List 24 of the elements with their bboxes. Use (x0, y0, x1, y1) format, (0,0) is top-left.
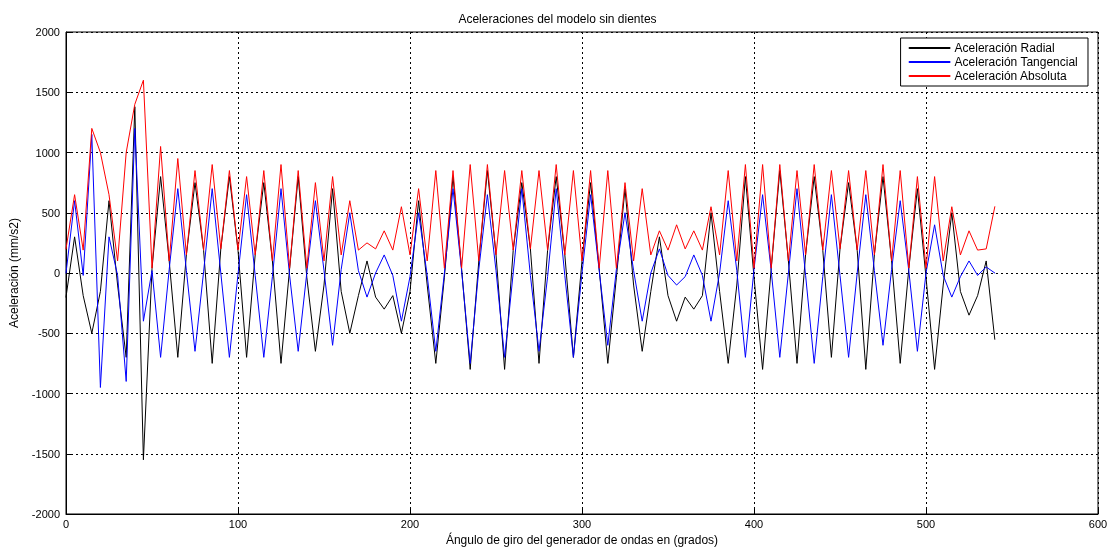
chart-title: Aceleraciones del modelo sin dientes (458, 12, 657, 26)
y-tick-label: -1000 (31, 387, 60, 400)
y-tick-label: 1000 (35, 146, 60, 159)
x-tick-label: 100 (228, 517, 248, 530)
x-tick-label: 500 (916, 517, 936, 530)
x-tick-label: 200 (400, 517, 420, 530)
y-tick-label: 500 (41, 206, 60, 219)
y-tick-label: -1500 (31, 447, 60, 460)
y-tick-label: -500 (37, 327, 60, 340)
x-tick-label: 600 (1088, 517, 1108, 530)
y-tick-label: 0 (53, 267, 60, 279)
legend-label: Aceleración Radial (954, 41, 1055, 55)
x-tick-label: 300 (572, 517, 592, 530)
y-tick-label: -2000 (31, 508, 60, 520)
line-series (65, 79, 996, 269)
legend-label: Aceleración Tangencial (954, 55, 1078, 69)
x-axis-title: Ángulo de giro del generador de ondas en (grados) (445, 531, 719, 547)
line-series (65, 127, 996, 388)
y-axis-title: Aceleración (mm/s2) (7, 217, 21, 329)
x-tick-label: 0 (62, 517, 70, 530)
legend-label: Aceleración Absoluta (954, 69, 1067, 83)
y-tick-label: 2000 (35, 26, 60, 38)
y-tick-label: 1500 (35, 86, 60, 99)
x-tick-label: 400 (744, 517, 764, 530)
